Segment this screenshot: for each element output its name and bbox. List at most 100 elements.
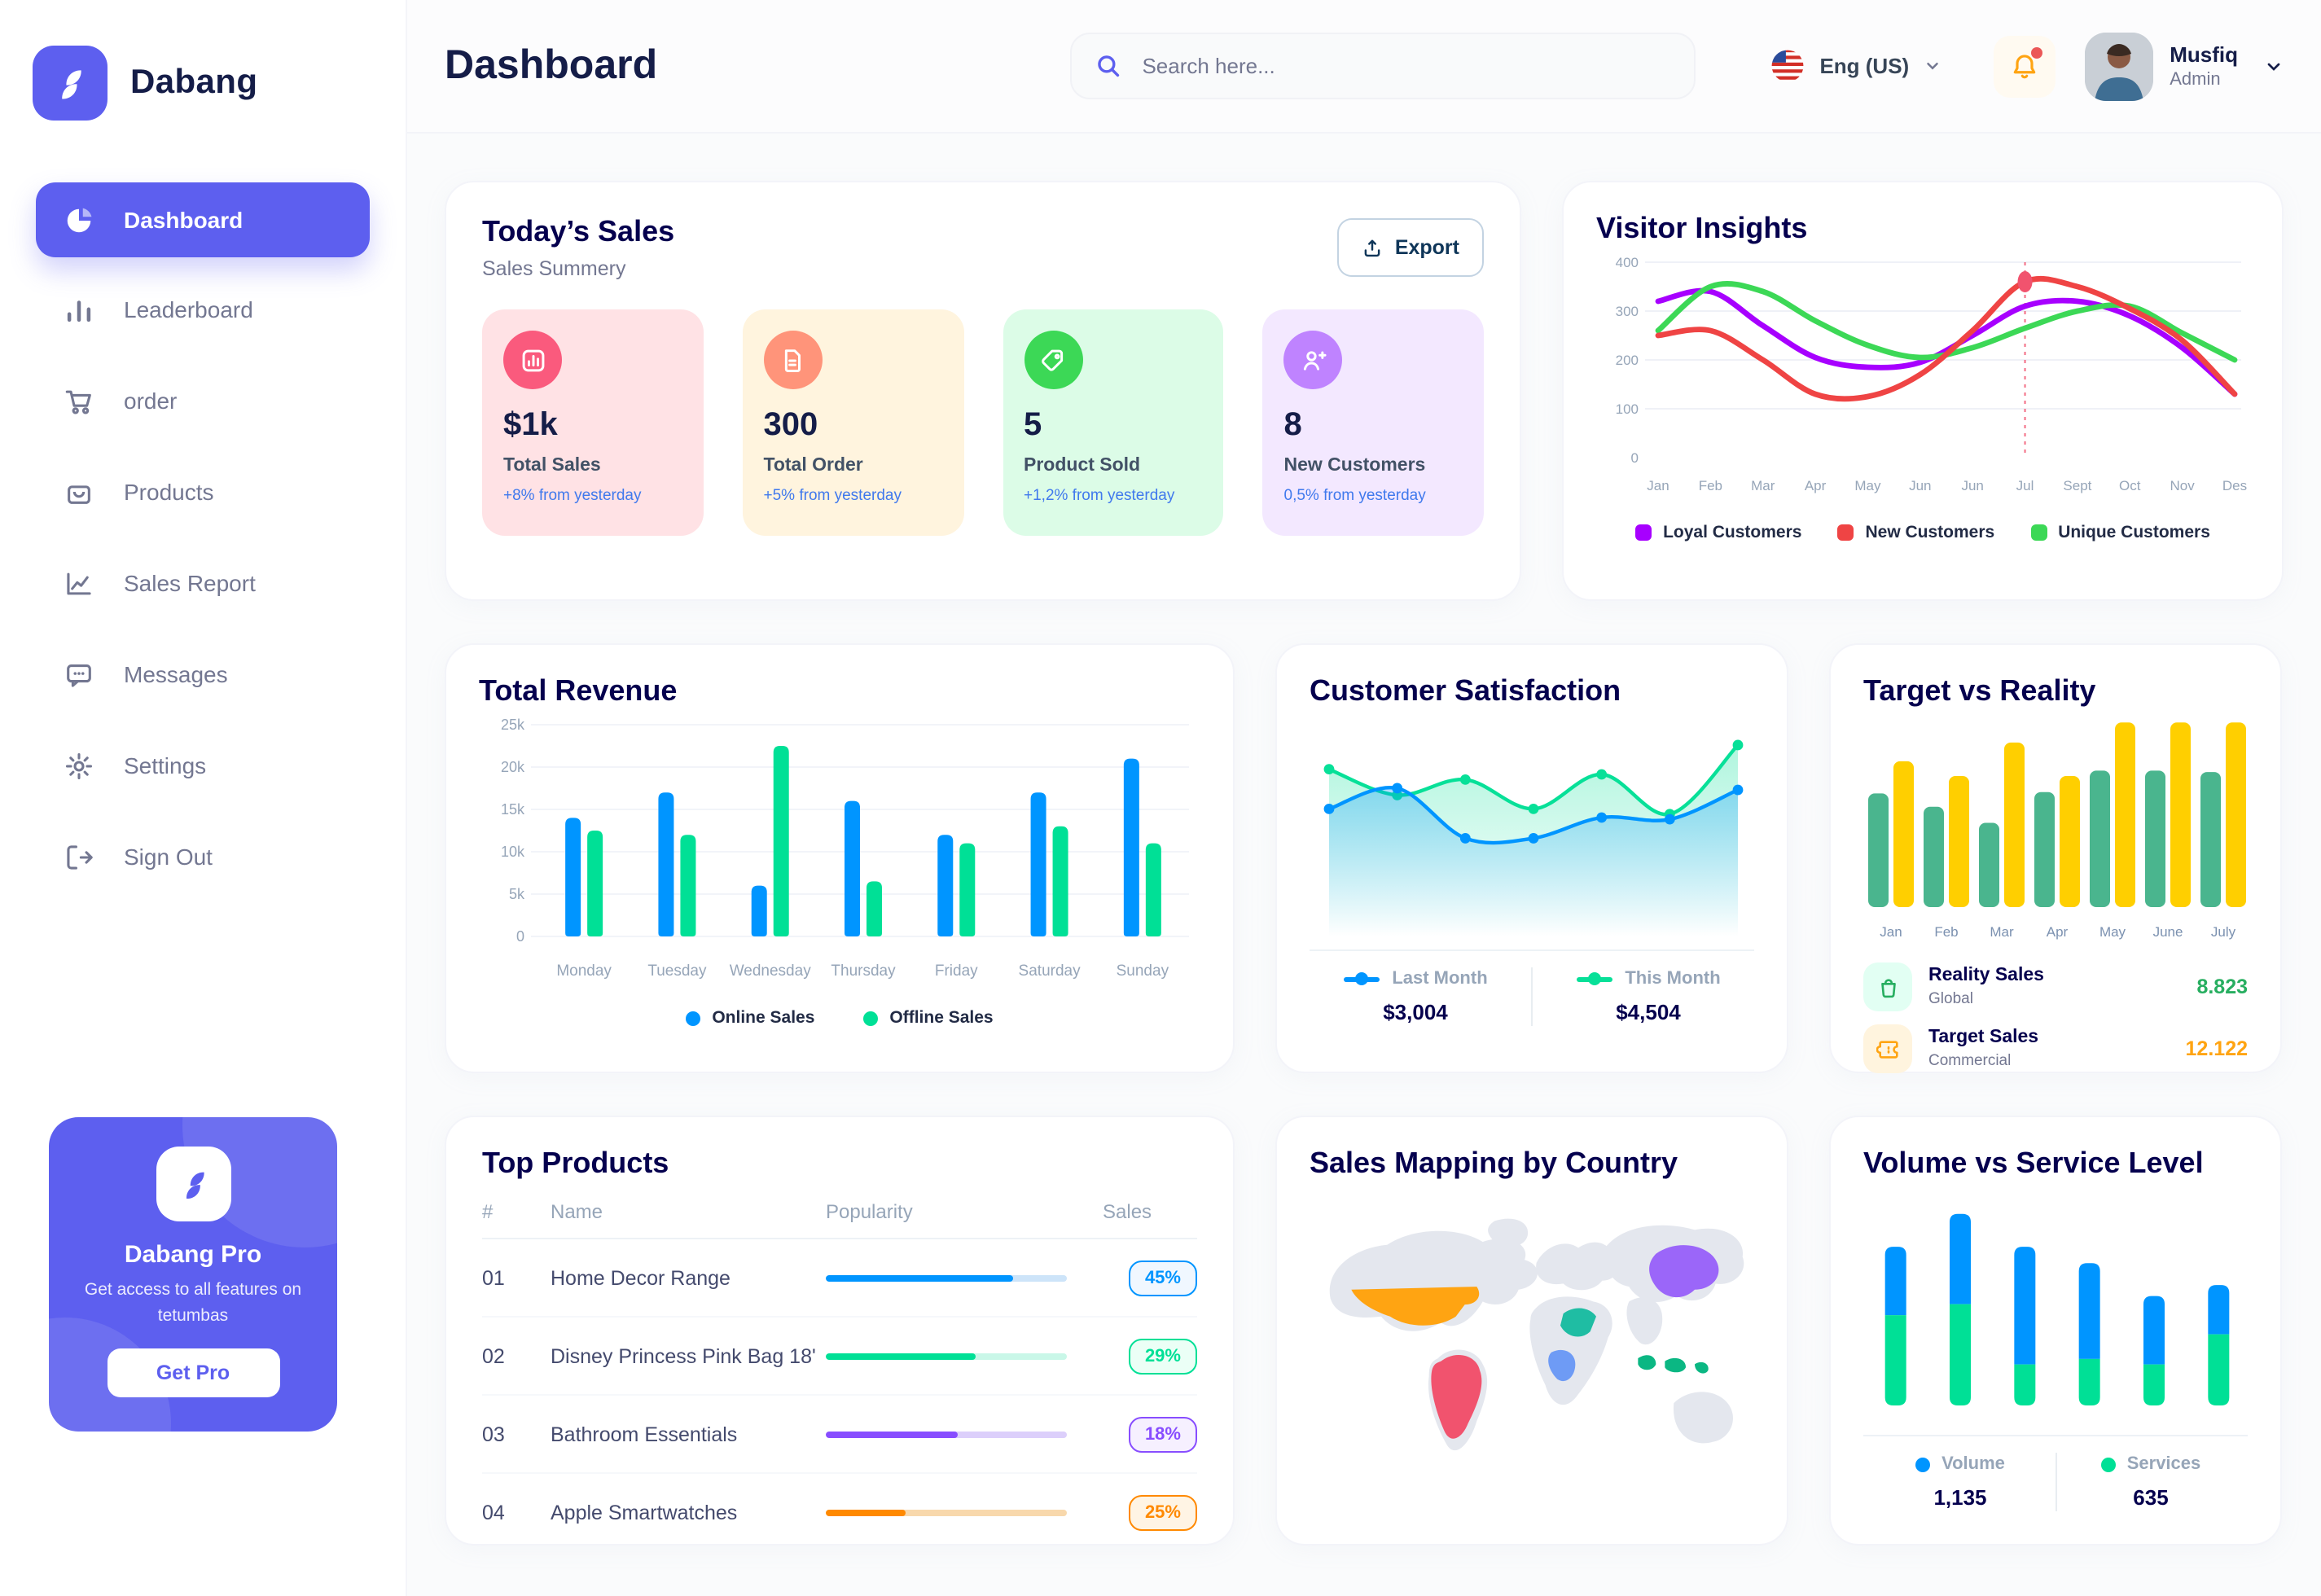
customer-satisfaction-title: Customer Satisfaction [1310, 674, 1621, 707]
svg-text:Feb: Feb [1934, 924, 1958, 940]
country-china[interactable] [1649, 1245, 1719, 1298]
stat-delta: +8% from yesterday [503, 487, 642, 505]
sidebar-item-products[interactable]: Products [36, 454, 370, 529]
svg-text:Apr: Apr [1805, 478, 1827, 493]
row-2: Total Revenue 0 5k 10k 15k 20k 25k Monday Tuesd… [445, 643, 2284, 1073]
stat-file-icon [763, 331, 823, 389]
stat-value: 5 [1024, 407, 1042, 443]
line-chart-icon [62, 567, 94, 599]
visitor-insights-title: Visitor Insights [1596, 212, 1808, 244]
svg-text:Friday: Friday [935, 962, 978, 980]
progress-track [826, 1353, 1067, 1359]
chevron-down-icon [2264, 56, 2284, 76]
language-selector[interactable]: Eng (US) [1770, 49, 1941, 83]
svg-text:20k: 20k [501, 759, 525, 775]
divider [2055, 1453, 2056, 1511]
user-menu[interactable]: Musfiq Admin [2085, 32, 2284, 100]
svg-text:300: 300 [1616, 304, 1639, 319]
search-input[interactable] [1139, 52, 1672, 80]
legend-swatch [1915, 1457, 1931, 1471]
product-popularity [826, 1509, 1103, 1515]
sidebar-item-sales-report[interactable]: Sales Report [36, 546, 370, 620]
legend-marker [1343, 972, 1380, 985]
svg-text:May: May [1854, 478, 1881, 493]
country-united-states[interactable] [1351, 1287, 1480, 1326]
country-dr-congo[interactable] [1548, 1349, 1576, 1382]
brand-name: Dabang [130, 64, 258, 101]
pro-title: Dabang Pro [124, 1241, 262, 1269]
todays-sales-subtitle: Sales Summery [482, 257, 626, 280]
progress-track [826, 1431, 1067, 1437]
sidebar-item-settings[interactable]: Settings [36, 728, 370, 803]
stat-user-plus-icon [1283, 331, 1343, 389]
message-icon [62, 658, 94, 691]
export-button[interactable]: Export [1337, 218, 1484, 277]
table-row: 04 Apple Smartwatches 25% [482, 1474, 1197, 1550]
sidebar-item-order[interactable]: order [36, 363, 370, 438]
cart-icon [62, 384, 94, 417]
table-row: 01 Home Decor Range 45% [482, 1239, 1197, 1318]
target-vs-reality-chart: Jan Feb Mar Apr May June July [1863, 708, 2248, 949]
stat-card-total-order: 300 Total Order +5% from yesterday [742, 309, 963, 536]
get-pro-button[interactable]: Get Pro [107, 1348, 279, 1396]
stat-label: Total Sales [503, 456, 601, 476]
legend-item: Unique Customers [2030, 523, 2210, 542]
legend-swatch [2030, 524, 2047, 541]
divider [1531, 967, 1533, 1026]
product-name: Disney Princess Pink Bag 18' [551, 1344, 816, 1367]
bell-icon [2010, 51, 2039, 81]
user-role: Admin [2170, 70, 2221, 90]
sales-mapping-title: Sales Mapping by Country [1310, 1147, 1678, 1179]
todays-sales-title: Today’s Sales [482, 215, 675, 248]
legend-item: New Customers [1837, 523, 1994, 542]
shopping-bag-icon [1863, 962, 1912, 1011]
notification-button[interactable] [1994, 35, 2056, 97]
visitor-insights-chart: 0 100 200 300 400 Jan Feb Mar Apr May Jun Jun Jul Sep… [1596, 246, 2249, 520]
product-name: Apple Smartwatches [551, 1501, 738, 1524]
world-map [1310, 1194, 1754, 1506]
legend-label: New Customers [1865, 523, 1995, 542]
stat-value: 8 [1283, 407, 1302, 443]
revenue-legend: Online Sales Offline Sales [479, 1008, 1200, 1028]
country-saudi-arabia[interactable] [1560, 1308, 1596, 1337]
satisfaction-legend: Last Month $3,004 This Month $4,504 [1310, 967, 1754, 1026]
table-body: 01 Home Decor Range 45% 02 Disney Princess P… [482, 1239, 1197, 1550]
legend-label: This Month [1625, 969, 1721, 989]
export-icon [1362, 237, 1384, 258]
target-sales-legend: Target Sales Commercial 12.122 [1863, 1024, 2248, 1073]
sidebar-item-messages[interactable]: Messages [36, 637, 370, 712]
svg-text:25k: 25k [501, 717, 525, 733]
legend-swatch [1635, 524, 1652, 541]
legend-texts: Reality Sales Global [1928, 966, 2044, 1008]
sidebar-item-label: Sign Out [124, 844, 213, 870]
search-bar [1070, 33, 1696, 99]
sidebar-item-label: Settings [124, 752, 207, 778]
svg-text:Sept: Sept [2063, 478, 2091, 493]
notification-dot [2031, 46, 2043, 58]
stat-label: Total Order [763, 456, 863, 476]
svg-text:Jun: Jun [1961, 478, 1983, 493]
sidebar-item-dashboard[interactable]: Dashboard [36, 182, 370, 257]
user-info: Musfiq Admin [2170, 42, 2238, 90]
volume-vs-service-chart [1863, 1181, 2248, 1428]
visitor-legend: Loyal Customers New Customers Unique Cus… [1596, 523, 2249, 542]
stat-card-product-sold: 5 Product Sold +1,2% from yesterday [1003, 309, 1224, 536]
country-indonesia[interactable] [1638, 1355, 1709, 1374]
world-map-svg [1329, 1218, 1744, 1451]
col-header-popularity: Popularity [826, 1200, 913, 1223]
main-area: Dashboard [407, 0, 2321, 1596]
language-label: Eng (US) [1819, 54, 1910, 78]
brand-logo-icon [33, 46, 107, 121]
sidebar-item-label: Sales Report [124, 570, 256, 596]
col-header-name: Name [551, 1200, 603, 1223]
sidebar-item-sign-out[interactable]: Sign Out [36, 819, 370, 894]
customer-satisfaction-card: Customer Satisfaction Last Month $3,004 … [1275, 643, 1788, 1073]
svg-text:Jun: Jun [1909, 478, 1931, 493]
sidebar-item-leaderboard[interactable]: Leaderboard [36, 272, 370, 347]
svg-text:Mar: Mar [1751, 478, 1775, 493]
country-brazil[interactable] [1431, 1354, 1482, 1439]
pro-upgrade-card: Dabang Pro Get access to all features on… [49, 1117, 337, 1432]
pie-chart-icon [62, 204, 94, 236]
svg-text:5k: 5k [509, 886, 525, 902]
chevron-down-icon [1924, 57, 1941, 75]
